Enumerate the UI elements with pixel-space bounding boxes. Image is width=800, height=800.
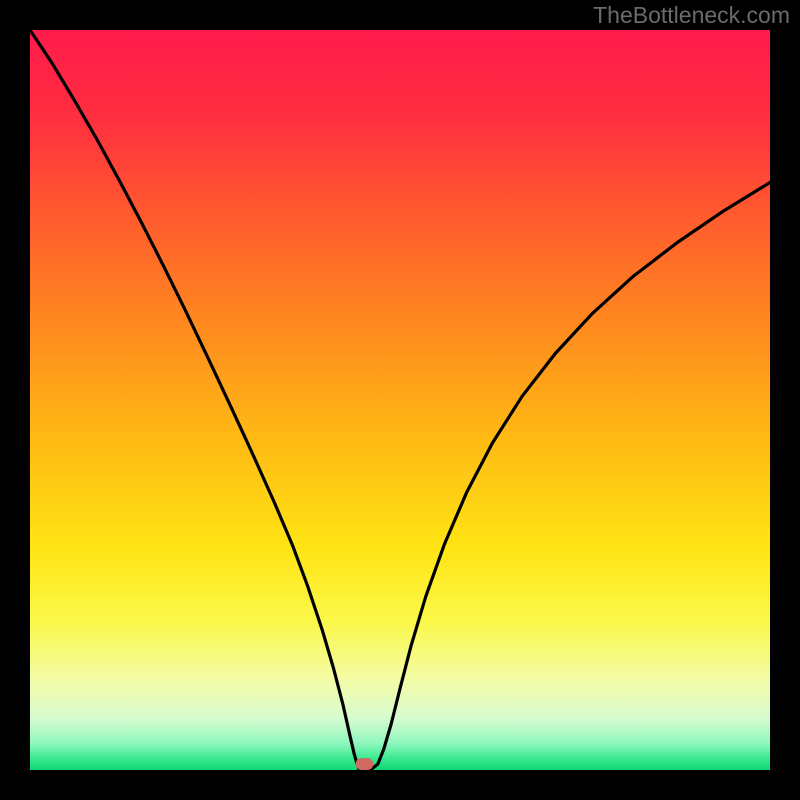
watermark-text: TheBottleneck.com (593, 2, 790, 29)
optimal-marker (356, 758, 374, 770)
plot-background (30, 30, 770, 770)
chart-container: TheBottleneck.com (0, 0, 800, 800)
bottleneck-chart (0, 0, 800, 800)
